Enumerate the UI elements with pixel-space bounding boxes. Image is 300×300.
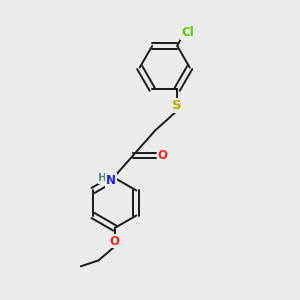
Text: N: N: [106, 174, 116, 187]
Text: Cl: Cl: [181, 26, 194, 39]
Text: O: O: [110, 235, 120, 248]
Text: O: O: [158, 149, 167, 162]
Text: H: H: [98, 173, 107, 183]
Text: S: S: [172, 99, 182, 112]
